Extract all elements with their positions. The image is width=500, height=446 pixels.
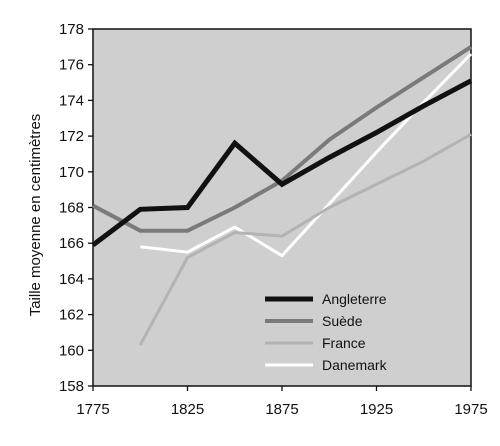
legend: Angleterre Suède France Danemark: [265, 291, 388, 373]
legend-label: Angleterre: [322, 291, 387, 307]
series-line-suède: [92, 45, 473, 233]
y-tick-label: 164: [59, 271, 84, 288]
y-axis: 158 160 162 164 166 168 170 172 174 176 178: [59, 21, 93, 395]
y-tick-label: 174: [59, 92, 84, 109]
series-line-france: [138, 132, 472, 346]
series-line-angleterre: [91, 78, 473, 247]
y-tick-label: 178: [59, 21, 84, 38]
x-axis: 1775 1825 1875 1925 1975: [76, 386, 488, 418]
series-lines: [91, 45, 473, 346]
legend-label: France: [322, 335, 366, 351]
legend-label: Suède: [322, 313, 363, 329]
x-tick-label: 1925: [360, 401, 393, 418]
y-tick-label: 162: [59, 307, 84, 324]
x-tick-label: 1875: [265, 401, 298, 418]
x-tick-label: 1825: [171, 401, 204, 418]
x-tick-label: 1975: [454, 401, 487, 418]
y-tick-label: 166: [59, 235, 84, 252]
x-tick-label: 1775: [76, 401, 109, 418]
y-tick-label: 172: [59, 128, 84, 145]
y-tick-label: 170: [59, 164, 84, 181]
y-tick-label: 158: [59, 378, 84, 395]
y-tick-label: 160: [59, 342, 84, 359]
y-tick-label: 168: [59, 200, 84, 217]
y-axis-label: Taille moyenne en centimètres: [27, 114, 44, 317]
y-tick-label: 176: [59, 57, 84, 74]
legend-label: Danemark: [322, 357, 388, 373]
